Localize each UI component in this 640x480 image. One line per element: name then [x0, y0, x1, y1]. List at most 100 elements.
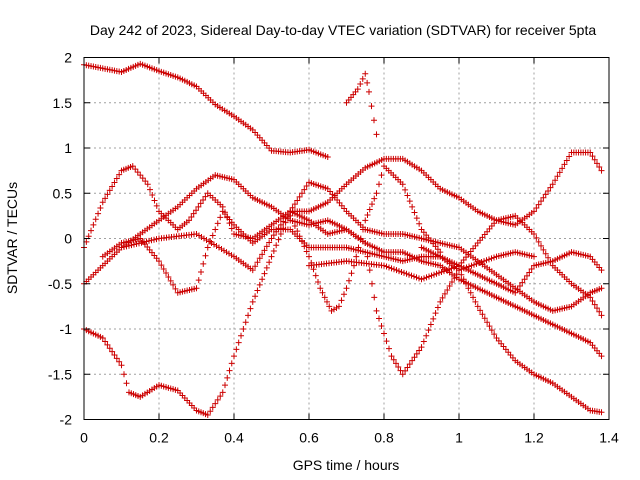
data-point: [228, 360, 235, 367]
x-tick-label: 0.2: [149, 430, 169, 446]
data-point: [324, 298, 330, 305]
data-point: [598, 409, 605, 416]
data-point: [362, 240, 369, 247]
data-point: [376, 181, 382, 188]
y-tick-label: 1.5: [53, 95, 73, 111]
data-point: [366, 206, 373, 213]
data-point: [282, 215, 289, 222]
data-point: [298, 238, 305, 245]
data-point: [373, 307, 380, 314]
data-point: [521, 276, 528, 283]
data-point: [294, 197, 301, 204]
data-point: [353, 253, 360, 260]
data-point: [326, 303, 333, 310]
data-point: [99, 335, 106, 342]
data-point: [147, 186, 153, 193]
x-axis-label: GPS time / hours: [293, 457, 400, 473]
data-point: [587, 294, 594, 301]
data-point: [446, 283, 453, 290]
data-point: [357, 81, 364, 88]
data-point: [99, 199, 106, 206]
data-point: [273, 242, 280, 249]
data-points: [81, 60, 605, 418]
data-point: [256, 255, 263, 262]
data-point: [399, 371, 406, 378]
data-point: [362, 217, 369, 224]
data-point: [209, 404, 216, 411]
data-point: [369, 280, 375, 287]
data-point: [432, 310, 439, 317]
data-point: [364, 79, 371, 86]
data-point: [214, 396, 221, 403]
y-tick-label: 0.5: [53, 185, 73, 201]
data-point: [139, 175, 146, 182]
data-point: [535, 201, 542, 208]
data-point: [254, 287, 261, 294]
data-point: [190, 210, 197, 217]
data-point: [266, 259, 273, 266]
data-point: [589, 297, 596, 304]
data-point: [369, 201, 375, 208]
data-point: [193, 207, 200, 214]
data-point: [371, 195, 378, 202]
data-point: [268, 235, 275, 242]
data-point: [538, 198, 545, 205]
y-tick-label: -1.5: [48, 366, 72, 382]
x-tick-label: 0: [80, 430, 88, 446]
data-point: [533, 204, 540, 211]
data-point: [228, 225, 235, 232]
data-point: [598, 167, 605, 174]
y-tick-label: 0: [64, 231, 72, 247]
data-point: [121, 371, 127, 378]
data-point: [591, 156, 598, 163]
data-point: [287, 212, 294, 219]
data-point: [92, 216, 99, 223]
data-point: [402, 367, 409, 374]
data-point: [596, 164, 603, 171]
data-point: [388, 353, 395, 360]
y-axis-label: SDTVAR / TECUs: [4, 182, 20, 294]
data-point: [488, 327, 495, 334]
data-point: [411, 354, 418, 361]
data-point: [296, 233, 303, 240]
chart-title: Day 242 of 2023, Sidereal Day-to-day VTE…: [90, 22, 597, 38]
data-point: [275, 225, 282, 232]
series-s9: [306, 212, 605, 319]
data-point: [336, 303, 342, 310]
data-point: [153, 202, 160, 209]
data-point: [411, 209, 418, 216]
data-point: [364, 211, 371, 218]
x-tick-label: 0.8: [374, 430, 394, 446]
x-tick-label: 1.2: [524, 430, 544, 446]
data-point: [195, 203, 202, 210]
data-point: [207, 408, 214, 415]
data-point: [275, 236, 282, 243]
data-point: [321, 294, 328, 301]
data-point: [165, 273, 172, 280]
data-point: [413, 215, 420, 222]
data-point: [481, 315, 488, 322]
data-point: [341, 291, 347, 298]
data-point: [259, 276, 266, 283]
data-point: [589, 153, 596, 160]
data-point: [406, 361, 413, 368]
data-point: [193, 285, 200, 292]
data-point: [512, 289, 519, 296]
data-point: [519, 279, 526, 286]
data-point: [306, 253, 312, 260]
data-point: [197, 200, 204, 207]
x-tick-label: 1: [455, 430, 463, 446]
data-point: [587, 149, 594, 156]
data-point: [418, 344, 425, 351]
data-point: [474, 303, 481, 310]
data-point: [542, 191, 549, 198]
y-tick-label: -0.5: [48, 276, 72, 292]
data-point: [252, 263, 259, 270]
data-point: [312, 272, 319, 279]
data-point: [204, 244, 211, 251]
data-point: [360, 226, 366, 233]
data-point: [439, 294, 446, 301]
data-point: [423, 332, 430, 339]
data-point: [460, 276, 467, 283]
